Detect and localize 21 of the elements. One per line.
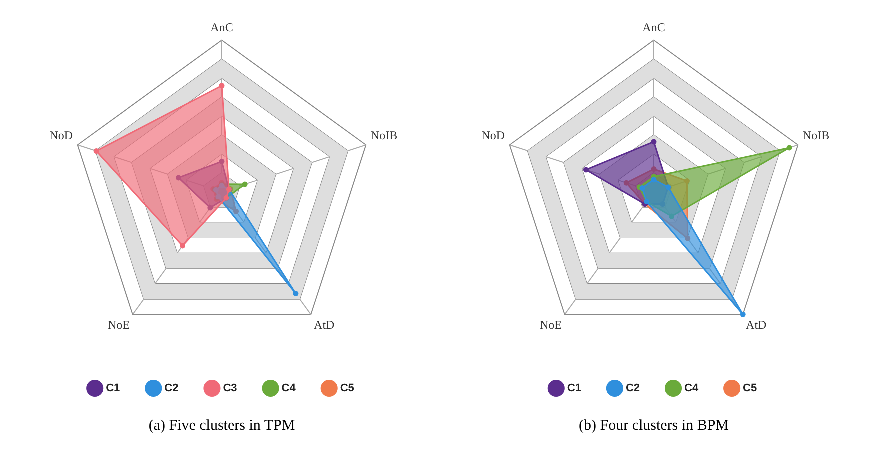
legend-label: C4 — [282, 382, 297, 395]
spoke-label: AnC — [642, 20, 666, 34]
spoke-label: NoD — [482, 128, 506, 143]
spoke-label: NoIB — [802, 128, 830, 143]
spoke-label: NoE — [540, 318, 562, 332]
spoke-label: AtD — [746, 318, 768, 332]
legend-label: C4 — [684, 382, 700, 395]
spoke-label: AtD — [314, 318, 336, 332]
spoke-label: NoE — [108, 318, 130, 332]
legend-label: C5 — [743, 382, 758, 395]
text: (a) Five clusters in TPM — [148, 418, 296, 435]
legend-label: C2 — [626, 382, 640, 395]
spoke-label: NoIB — [370, 128, 398, 143]
legend-label: C1 — [106, 382, 120, 395]
legend-label: C1 — [567, 382, 582, 395]
legend-label: C2 — [164, 382, 179, 395]
legend-label: C5 — [340, 382, 354, 395]
spoke-label: AnC — [210, 20, 234, 34]
spoke-label: NoD — [50, 128, 74, 143]
text: (b) Four clusters in BPM — [578, 418, 730, 435]
legend-label: C3 — [223, 382, 238, 395]
